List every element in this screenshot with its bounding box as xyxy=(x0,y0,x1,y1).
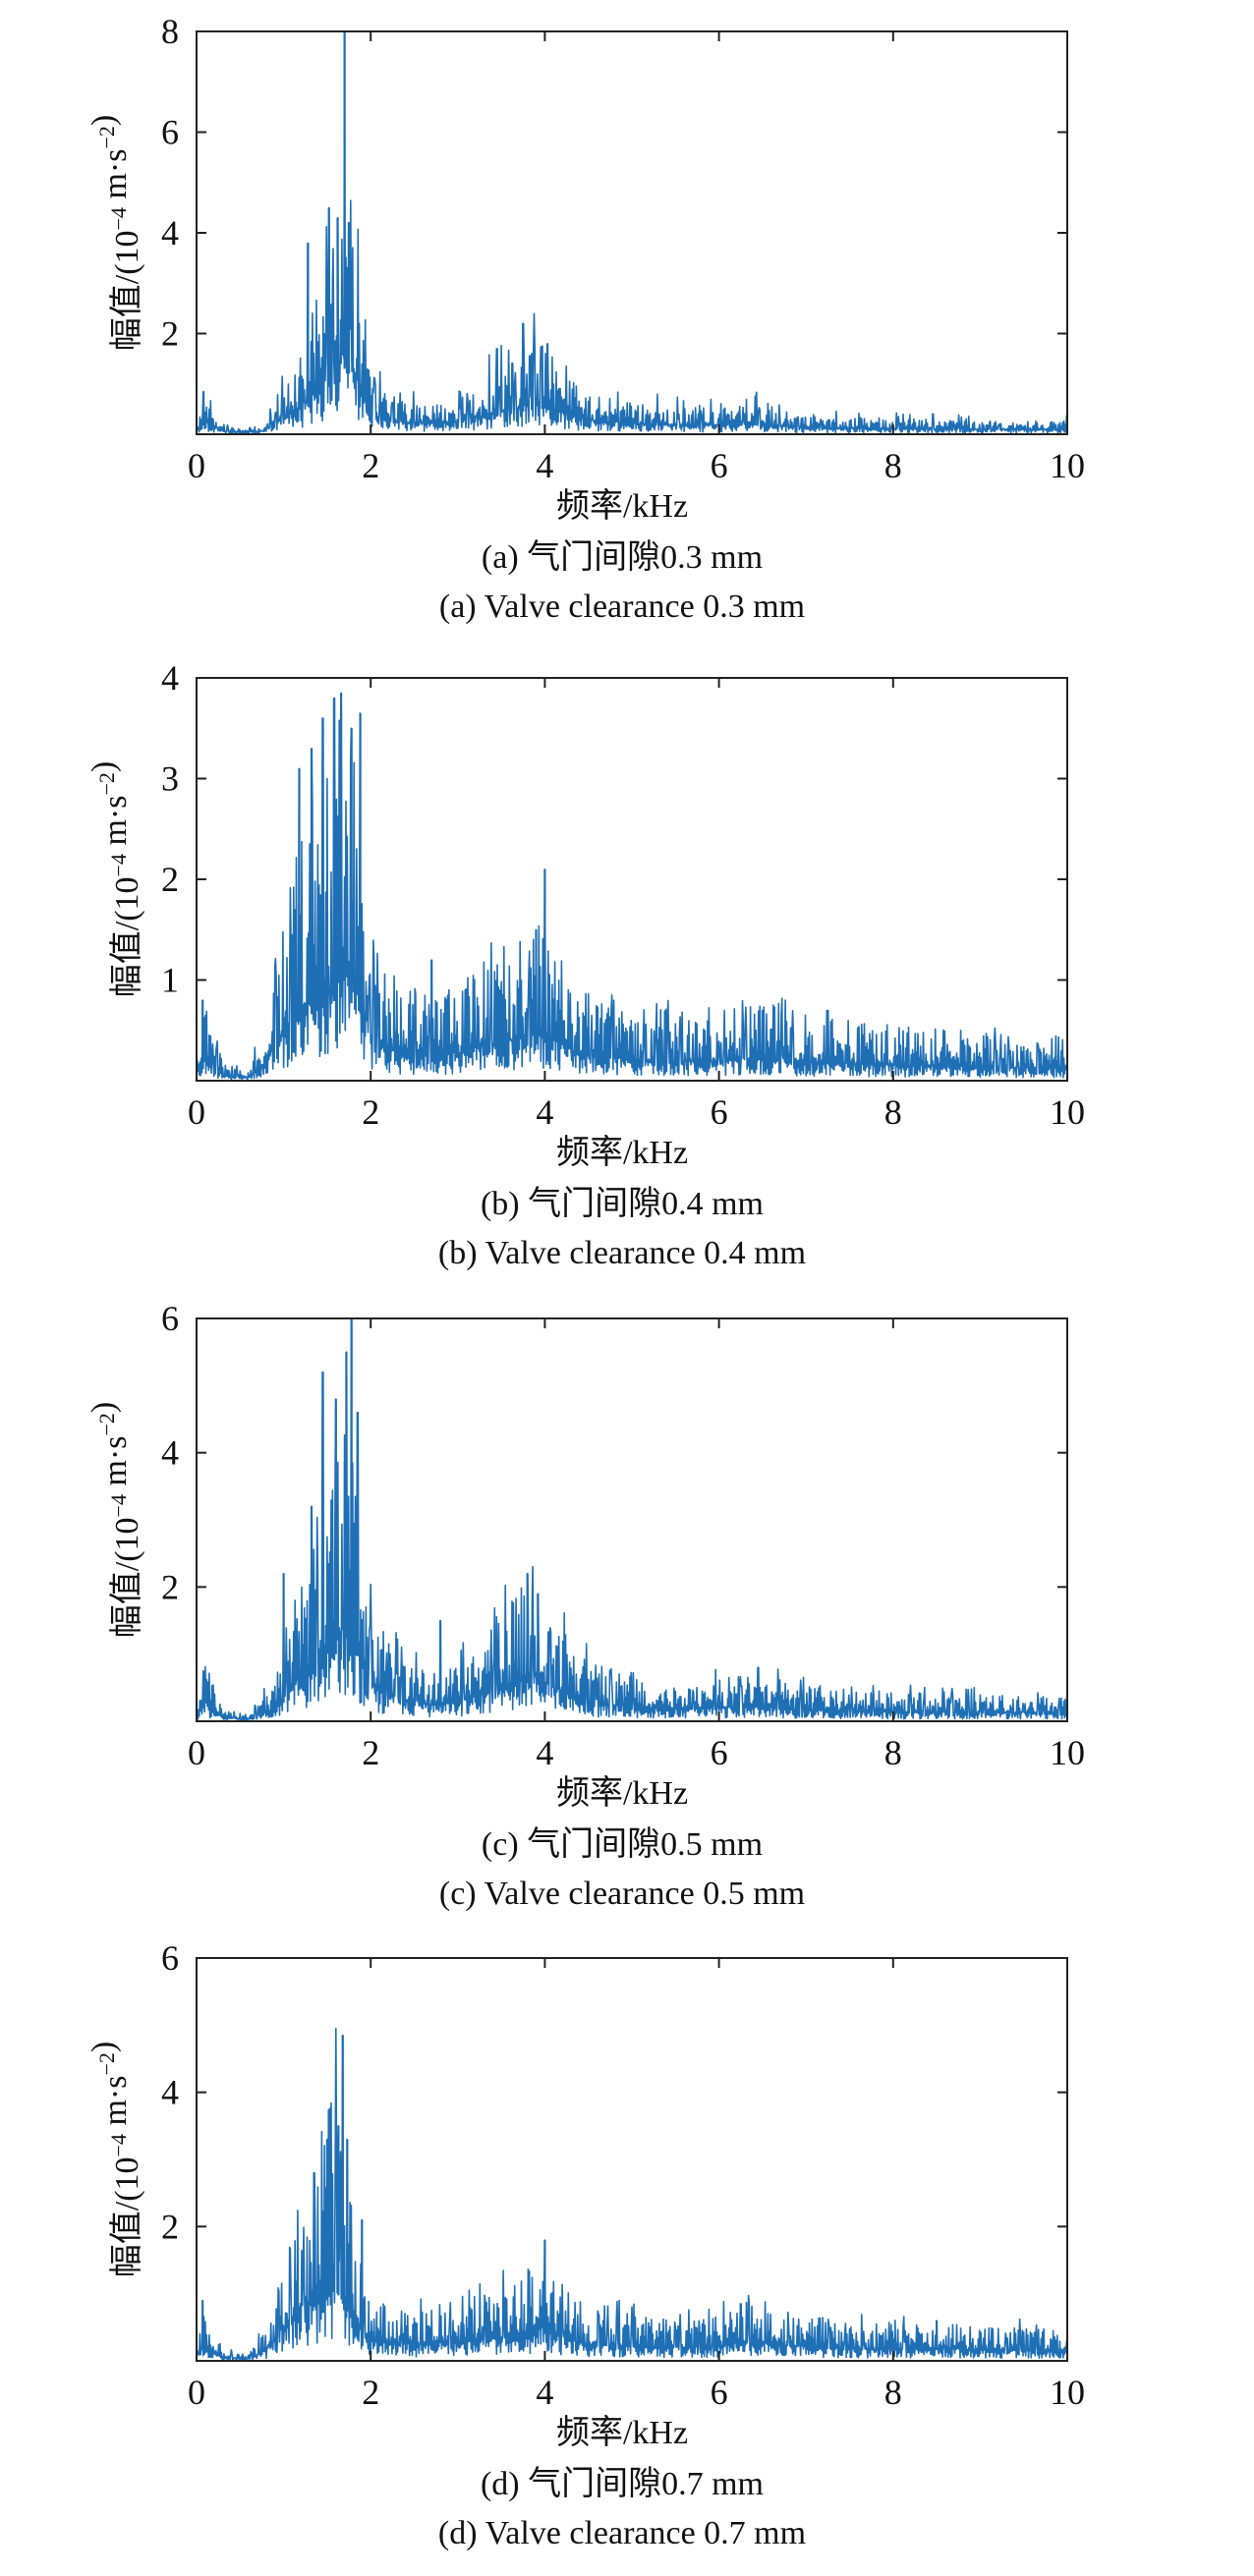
x-tick-label: 4 xyxy=(536,446,553,485)
y-tick-label: 2 xyxy=(161,314,179,354)
x-tick-label: 8 xyxy=(884,2373,902,2412)
x-tick-label: 6 xyxy=(711,446,728,485)
y-tick-label: 4 xyxy=(161,213,179,252)
x-axis-label: 频率/kHz xyxy=(556,1774,688,1812)
y-tick-label: 4 xyxy=(161,658,179,698)
x-tick-label: 6 xyxy=(711,2373,728,2412)
caption-english: (d) Valve clearance 0.7 mm xyxy=(438,2515,806,2551)
y-axis-label: 幅值/(10−4 m·s−2) xyxy=(86,761,145,997)
y-tick-label: 4 xyxy=(161,2073,179,2112)
x-tick-label: 10 xyxy=(1050,1092,1085,1132)
x-tick-label: 8 xyxy=(884,1092,902,1132)
caption-chinese: (b) 气门间隙0.4 mm xyxy=(481,1185,764,1222)
y-tick-label: 6 xyxy=(161,113,179,152)
x-axis-label: 频率/kHz xyxy=(556,2414,688,2451)
caption-chinese: (d) 气门间隙0.7 mm xyxy=(481,2465,764,2502)
y-tick-label: 3 xyxy=(161,759,179,799)
x-tick-label: 10 xyxy=(1050,1733,1085,1772)
x-tick-label: 2 xyxy=(362,2373,379,2412)
caption-chinese: (a) 气门间隙0.3 mm xyxy=(482,538,763,576)
x-tick-label: 4 xyxy=(536,1733,553,1772)
y-axis-label: 幅值/(10−4 m·s−2) xyxy=(86,115,145,351)
spectrum-line xyxy=(196,30,1068,435)
x-tick-label: 0 xyxy=(188,1092,205,1132)
x-tick-label: 8 xyxy=(884,446,902,485)
spectrum-line xyxy=(196,692,1068,1081)
spectrum-line xyxy=(196,1317,1068,1722)
y-tick-label: 2 xyxy=(161,1567,179,1606)
caption-english: (b) Valve clearance 0.4 mm xyxy=(438,1235,806,1271)
x-tick-label: 4 xyxy=(536,2373,553,2412)
x-tick-label: 2 xyxy=(362,1092,379,1132)
plot-frame xyxy=(196,1957,1068,2362)
y-tick-label: 8 xyxy=(161,12,179,51)
x-axis-label: 频率/kHz xyxy=(556,487,688,525)
caption-english: (c) Valve clearance 0.5 mm xyxy=(439,1876,805,1912)
y-axis-label: 幅值/(10−4 m·s−2) xyxy=(86,1402,145,1638)
x-tick-label: 0 xyxy=(188,1733,205,1772)
caption-chinese: (c) 气门间隙0.5 mm xyxy=(482,1825,763,1863)
x-tick-label: 6 xyxy=(711,1092,728,1132)
plot-frame xyxy=(196,1317,1068,1722)
spectrum-line xyxy=(196,2027,1068,2361)
y-axis-label: 幅值/(10−4 m·s−2) xyxy=(86,2042,145,2277)
y-tick-label: 2 xyxy=(161,860,179,899)
x-tick-label: 4 xyxy=(536,1092,553,1132)
chart-panel-4: 0 2 4 6 8 10 2 4 6 频率/kHz 幅值/(10−4 m·s−2) (d) 气门间隙0… xyxy=(86,1938,1085,2551)
x-tick-label: 2 xyxy=(362,446,379,485)
x-tick-label: 8 xyxy=(884,1733,902,1772)
x-axis-label: 频率/kHz xyxy=(556,1134,688,1171)
y-tick-label: 1 xyxy=(161,961,179,1000)
y-tick-label: 6 xyxy=(161,1938,179,1978)
caption-english: (a) Valve clearance 0.3 mm xyxy=(439,588,805,625)
chart-panel-1: 0 2 4 6 8 10 2 4 6 8 频率/kHz 幅值/(10−4 m·s−2) (a) 气门间隙… xyxy=(86,12,1085,625)
chart-panel-3: 0 2 4 6 8 10 2 4 6 频率/kHz 幅值/(10−4 m·s−2) (c) 气门间隙0… xyxy=(86,1299,1085,1912)
x-tick-label: 0 xyxy=(188,2373,205,2412)
x-tick-label: 10 xyxy=(1050,446,1085,485)
x-tick-label: 0 xyxy=(188,446,205,485)
y-tick-label: 2 xyxy=(161,2207,179,2246)
x-tick-label: 10 xyxy=(1050,2373,1085,2412)
x-tick-label: 6 xyxy=(711,1733,728,1772)
y-tick-label: 4 xyxy=(161,1433,179,1473)
y-tick-label: 6 xyxy=(161,1299,179,1338)
x-tick-label: 2 xyxy=(362,1733,379,1772)
